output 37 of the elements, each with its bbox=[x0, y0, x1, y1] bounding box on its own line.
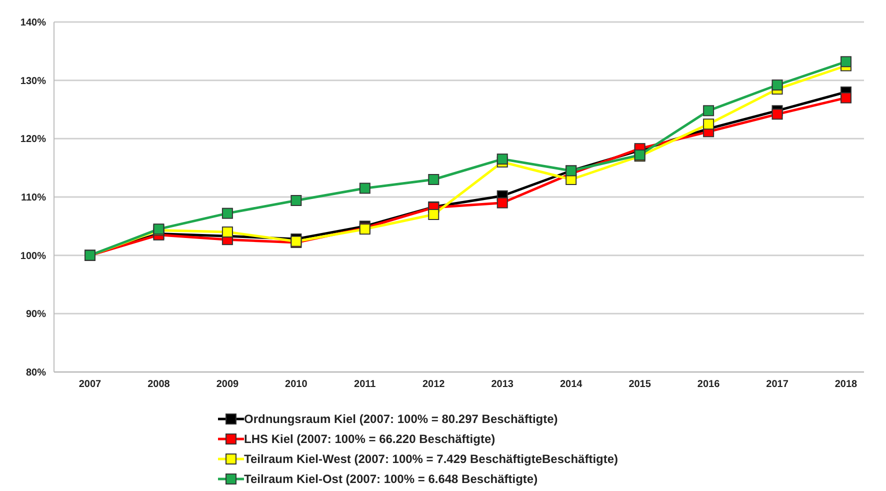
point bbox=[290, 195, 302, 206]
point bbox=[222, 208, 233, 219]
point bbox=[840, 56, 852, 68]
x-tick-label: 2008 bbox=[148, 379, 170, 390]
y-tick-label: 140% bbox=[20, 18, 46, 29]
point bbox=[703, 118, 714, 130]
point bbox=[840, 92, 852, 104]
x-tick-label: 2017 bbox=[766, 379, 789, 390]
y-tick-label: 130% bbox=[20, 76, 46, 87]
point bbox=[359, 182, 370, 194]
legend-label: Teilraum Kiel-Ost (2007: 100% = 6.648 Beschäftigte) bbox=[244, 472, 538, 486]
x-tick-label: 2009 bbox=[216, 379, 240, 390]
x-tick-label: 2018 bbox=[834, 379, 858, 390]
point bbox=[428, 209, 440, 220]
x-tick-label: 2007 bbox=[78, 379, 102, 390]
x-tick-label: 2012 bbox=[422, 379, 446, 390]
y-tick-label: 100% bbox=[20, 250, 46, 262]
x-tick-label: 2013 bbox=[491, 379, 514, 390]
y-tick-label: 110% bbox=[20, 192, 46, 204]
point bbox=[496, 154, 508, 165]
x-tick-label: 2014 bbox=[560, 379, 583, 390]
x-tick-label: 2011 bbox=[354, 379, 376, 390]
point bbox=[428, 174, 440, 185]
legend-label: Teilraum Kiel-West (2007: 100% = 7.429 BeschäftigteBeschäftigte) bbox=[244, 452, 618, 466]
x-tick-label: 2010 bbox=[285, 379, 308, 390]
point bbox=[703, 105, 714, 116]
x-tick-label: 2016 bbox=[697, 379, 720, 390]
y-tick-label: 80% bbox=[26, 368, 46, 379]
x-tick-label: 2015 bbox=[628, 379, 652, 390]
point bbox=[772, 80, 783, 90]
point bbox=[772, 108, 783, 120]
legend-label: LHS Kiel (2007: 100% = 66.220 Beschäftigte) bbox=[244, 432, 496, 446]
point bbox=[496, 197, 508, 208]
legend-label: Ordnungsraum Kiel (2007: 100% = 80.297 Beschäftigte) bbox=[244, 412, 558, 426]
y-tick-label: 90% bbox=[26, 309, 46, 320]
point bbox=[222, 226, 233, 238]
y-tick-label: 120% bbox=[20, 134, 46, 146]
